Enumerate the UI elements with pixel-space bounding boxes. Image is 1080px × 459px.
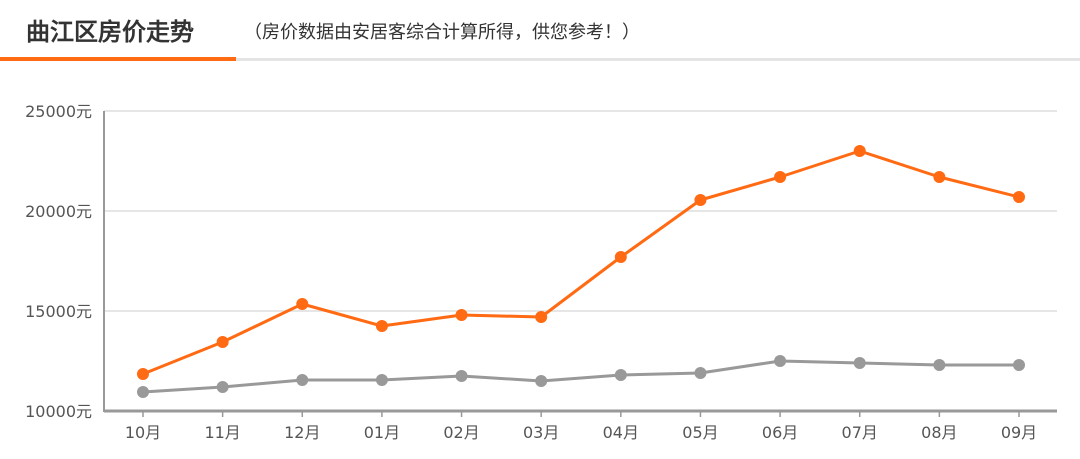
- x-tick-label: 02月: [443, 423, 479, 442]
- series-layer: [137, 145, 1025, 398]
- data-point: [933, 171, 946, 183]
- data-point: [455, 370, 468, 382]
- chart-header: 曲江区房价走势 （房价数据由安居客综合计算所得，供您参考！）: [0, 0, 1080, 62]
- data-point: [694, 367, 707, 379]
- data-point: [137, 386, 149, 398]
- data-point: [774, 355, 787, 367]
- grid-lines: [104, 110, 1057, 312]
- x-tick-label: 06月: [762, 423, 798, 442]
- data-point: [296, 374, 309, 386]
- x-tick-label: 11月: [204, 423, 240, 442]
- x-tick-label: 10月: [125, 423, 161, 442]
- data-point: [375, 320, 388, 332]
- data-point: [216, 381, 229, 393]
- data-point: [137, 368, 149, 380]
- y-tick-label: 25000元: [25, 102, 92, 121]
- data-point: [375, 374, 388, 386]
- data-point: [933, 359, 946, 371]
- x-tick-label: 07月: [842, 423, 878, 442]
- data-point: [614, 369, 627, 381]
- x-tick-label: 04月: [603, 423, 639, 442]
- page-title: 曲江区房价走势: [26, 18, 194, 46]
- x-tick-label: 12月: [284, 423, 320, 442]
- data-point: [774, 171, 787, 183]
- price-trend-chart: 10000元 15000元 20000元 25000元 10月 11月 12月 01月 02月…: [25, 102, 1057, 442]
- y-tick-label: 20000元: [25, 202, 92, 221]
- axes: [103, 111, 1057, 413]
- x-tick-label: 03月: [523, 423, 559, 442]
- x-tick-label: 05月: [682, 423, 718, 442]
- data-point: [1013, 191, 1025, 203]
- data-point: [614, 251, 627, 263]
- data-point: [535, 375, 548, 387]
- series-line: [142, 359, 1019, 394]
- x-axis-ticks: 10月 11月 12月 01月 02月 03月 04月 05月 06月 07月 08月 09月: [125, 411, 1037, 442]
- data-point: [1013, 359, 1025, 371]
- x-tick-label: 09月: [1001, 423, 1037, 442]
- title-underline: [0, 57, 236, 61]
- page-subtitle: （房价数据由安居客综合计算所得，供您参考！）: [244, 22, 640, 43]
- data-point: [455, 309, 468, 321]
- data-point: [296, 298, 309, 310]
- data-point: [216, 336, 229, 348]
- header-divider: [0, 58, 1080, 61]
- data-point: [535, 311, 548, 323]
- series-line: [142, 149, 1020, 376]
- y-tick-label: 10000元: [25, 402, 92, 421]
- data-point: [853, 357, 866, 369]
- data-point: [853, 145, 866, 157]
- data-point: [694, 194, 707, 206]
- x-tick-label: 01月: [364, 423, 400, 442]
- y-axis-ticks: 10000元 15000元 20000元 25000元: [25, 102, 92, 421]
- x-tick-label: 08月: [921, 423, 957, 442]
- y-tick-label: 15000元: [25, 302, 92, 321]
